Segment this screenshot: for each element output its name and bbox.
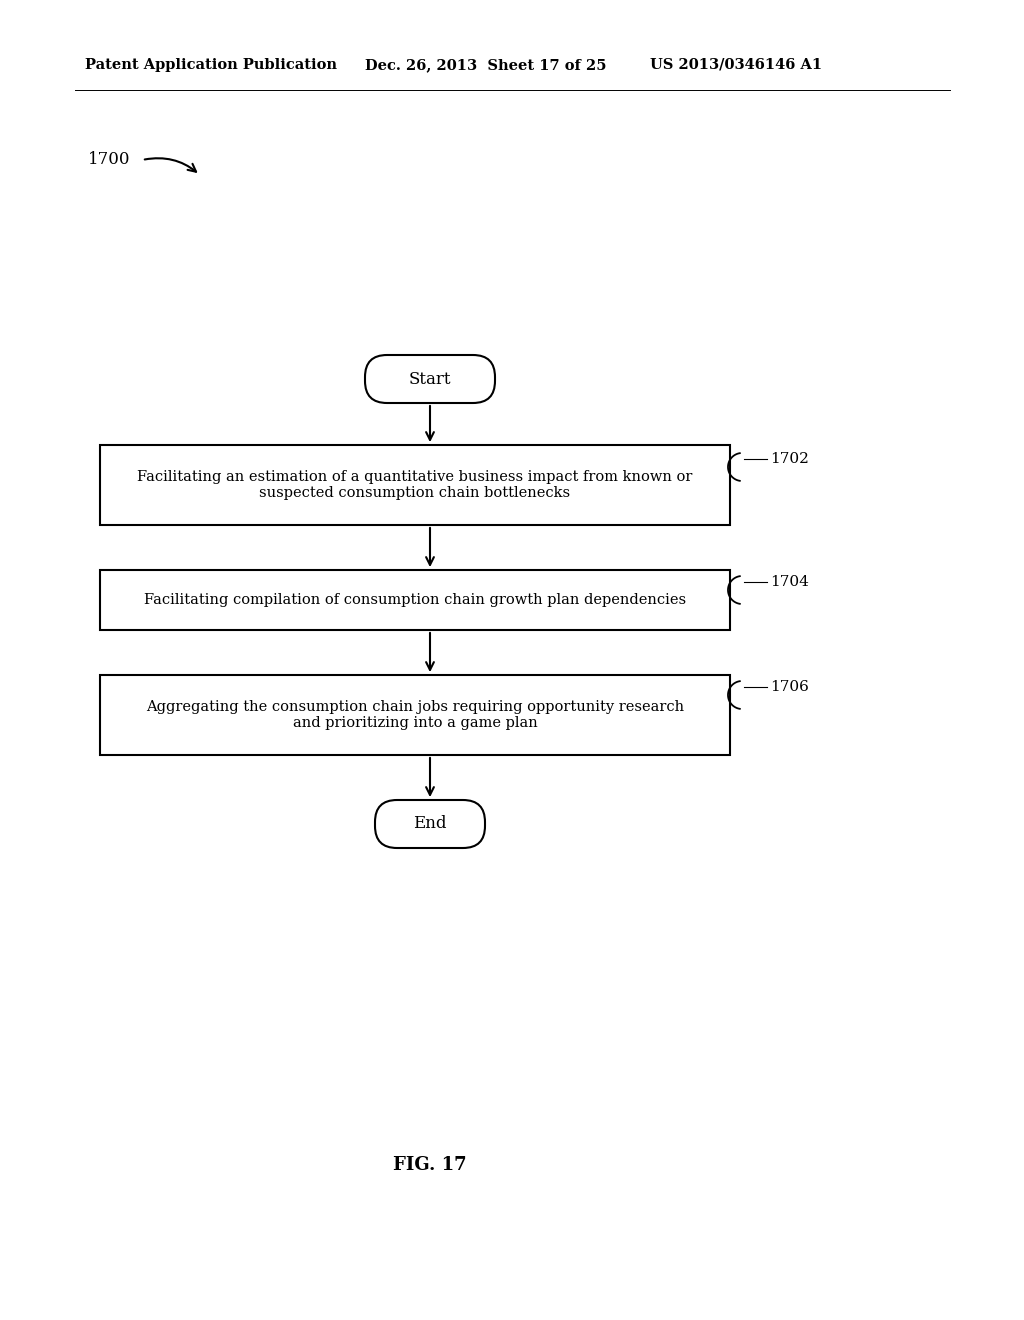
Text: 1700: 1700 bbox=[88, 152, 130, 169]
Text: Dec. 26, 2013  Sheet 17 of 25: Dec. 26, 2013 Sheet 17 of 25 bbox=[365, 58, 606, 73]
Text: Facilitating compilation of consumption chain growth plan dependencies: Facilitating compilation of consumption … bbox=[144, 593, 686, 607]
FancyBboxPatch shape bbox=[375, 800, 485, 847]
Text: 1704: 1704 bbox=[770, 576, 809, 589]
Text: Facilitating an estimation of a quantitative business impact from known or
suspe: Facilitating an estimation of a quantita… bbox=[137, 470, 692, 500]
Text: 1702: 1702 bbox=[770, 451, 809, 466]
Text: End: End bbox=[414, 816, 446, 833]
Text: Patent Application Publication: Patent Application Publication bbox=[85, 58, 337, 73]
Text: Aggregating the consumption chain jobs requiring opportunity research
and priori: Aggregating the consumption chain jobs r… bbox=[146, 700, 684, 730]
Bar bbox=[100, 570, 730, 630]
Text: US 2013/0346146 A1: US 2013/0346146 A1 bbox=[650, 58, 822, 73]
FancyBboxPatch shape bbox=[365, 355, 495, 403]
Bar bbox=[100, 675, 730, 755]
Text: FIG. 17: FIG. 17 bbox=[393, 1156, 467, 1173]
Text: 1706: 1706 bbox=[770, 680, 809, 694]
Text: Start: Start bbox=[409, 371, 452, 388]
Bar bbox=[100, 445, 730, 525]
